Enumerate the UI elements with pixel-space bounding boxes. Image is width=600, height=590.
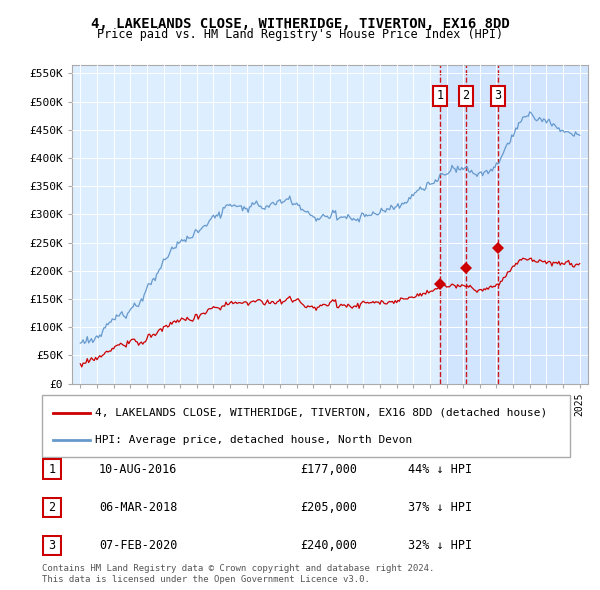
Text: 1: 1 (49, 463, 55, 476)
Text: 1: 1 (436, 90, 443, 103)
Text: 4, LAKELANDS CLOSE, WITHERIDGE, TIVERTON, EX16 8DD (detached house): 4, LAKELANDS CLOSE, WITHERIDGE, TIVERTON… (95, 408, 547, 418)
Text: 07-FEB-2020: 07-FEB-2020 (99, 539, 178, 552)
Text: £205,000: £205,000 (300, 501, 357, 514)
Text: 2: 2 (463, 90, 470, 103)
Text: 3: 3 (494, 90, 502, 103)
Text: 10-AUG-2016: 10-AUG-2016 (99, 463, 178, 476)
Text: 06-MAR-2018: 06-MAR-2018 (99, 501, 178, 514)
FancyBboxPatch shape (43, 460, 61, 478)
Text: £240,000: £240,000 (300, 539, 357, 552)
FancyBboxPatch shape (42, 395, 570, 457)
Text: 32% ↓ HPI: 32% ↓ HPI (408, 539, 472, 552)
Text: Contains HM Land Registry data © Crown copyright and database right 2024.: Contains HM Land Registry data © Crown c… (42, 565, 434, 573)
Text: £177,000: £177,000 (300, 463, 357, 476)
Bar (440, 65, 588, 384)
Text: Price paid vs. HM Land Registry's House Price Index (HPI): Price paid vs. HM Land Registry's House … (97, 28, 503, 41)
Text: 44% ↓ HPI: 44% ↓ HPI (408, 463, 472, 476)
Text: This data is licensed under the Open Government Licence v3.0.: This data is licensed under the Open Gov… (42, 575, 370, 584)
FancyBboxPatch shape (43, 536, 61, 555)
Text: 4, LAKELANDS CLOSE, WITHERIDGE, TIVERTON, EX16 8DD: 4, LAKELANDS CLOSE, WITHERIDGE, TIVERTON… (91, 17, 509, 31)
Text: 2: 2 (49, 501, 55, 514)
Text: HPI: Average price, detached house, North Devon: HPI: Average price, detached house, Nort… (95, 435, 412, 445)
Text: 37% ↓ HPI: 37% ↓ HPI (408, 501, 472, 514)
FancyBboxPatch shape (43, 498, 61, 517)
Text: 3: 3 (49, 539, 55, 552)
